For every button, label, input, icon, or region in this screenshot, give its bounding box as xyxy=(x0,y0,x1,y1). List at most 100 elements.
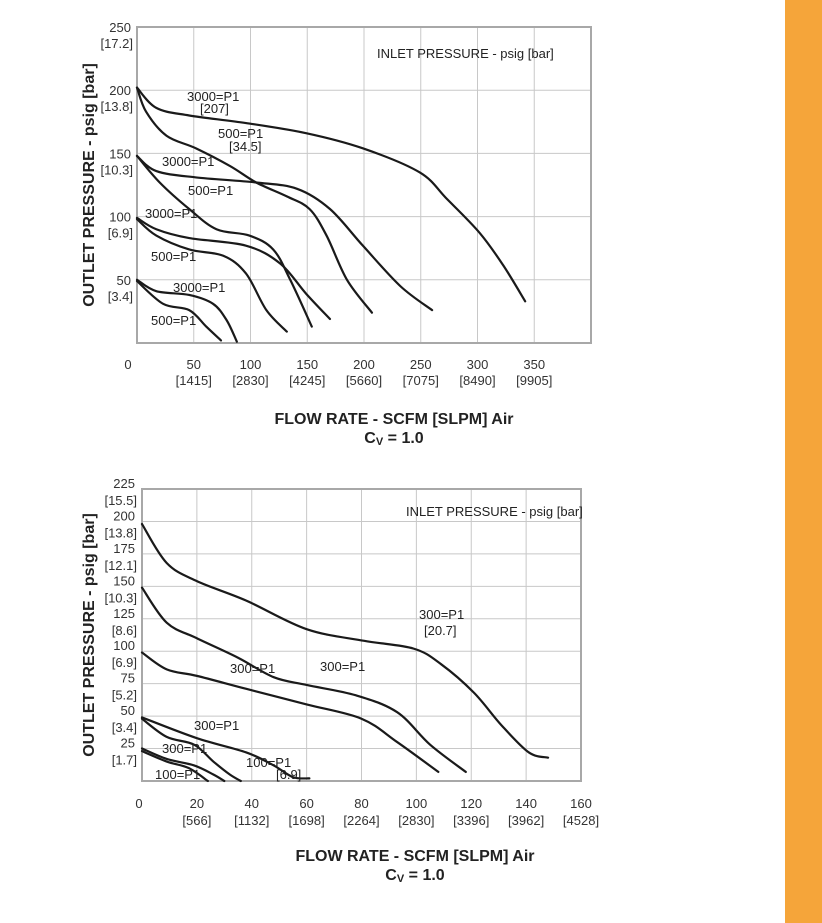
x-tick-sublabel: [3396] xyxy=(453,813,489,828)
y-tick-label: 125 xyxy=(113,606,135,621)
y-tick-label: 200 xyxy=(109,83,131,98)
y-axis-title: OUTLET PRESSURE - psig [bar] xyxy=(81,513,98,757)
y-tick-label: 25 xyxy=(121,736,135,751)
y-tick-sublabel: [3.4] xyxy=(112,720,137,735)
x-tick-label: 50 xyxy=(187,357,201,372)
curve-label: 300=P1 xyxy=(162,741,207,756)
y-tick-label: 150 xyxy=(109,146,131,161)
series-curve xyxy=(140,716,311,780)
y-tick-label: 200 xyxy=(113,508,135,523)
origin-tick-label: 0 xyxy=(124,357,131,372)
y-tick-label: 225 xyxy=(113,476,135,491)
x-tick-sublabel: [566] xyxy=(182,813,211,828)
y-tick-sublabel: [17.2] xyxy=(100,36,133,51)
y-tick-label: 100 xyxy=(109,210,131,225)
y-tick-label: 175 xyxy=(113,541,135,556)
y-tick-label: 100 xyxy=(113,638,135,653)
x-tick-label: 60 xyxy=(299,796,313,811)
y-tick-sublabel: [3.4] xyxy=(108,289,133,304)
y-tick-sublabel: [15.5] xyxy=(104,493,137,508)
series-curve xyxy=(140,750,209,783)
curve-label: 3000=P1 xyxy=(173,280,225,295)
x-tick-sublabel: [2264] xyxy=(343,813,379,828)
chart-top: 50[1415]100[2830]150[4245]200[5660]250[7… xyxy=(81,20,592,448)
y-tick-label: 75 xyxy=(121,671,135,686)
curve-label: 500=P1 xyxy=(188,183,233,198)
x-tick-label: 300 xyxy=(467,357,489,372)
curve-label: 100=P1 xyxy=(155,767,200,782)
charts-canvas: 50[1415]100[2830]150[4245]200[5660]250[7… xyxy=(81,20,599,885)
x-tick-sublabel: [3962] xyxy=(508,813,544,828)
cv-c: C xyxy=(364,430,376,447)
cv-c: C xyxy=(385,867,397,884)
legend-title: INLET PRESSURE - psig [bar] xyxy=(377,46,554,61)
x-tick-label: 350 xyxy=(523,357,545,372)
series-curve xyxy=(140,747,226,783)
x-tick-sublabel: [1132] xyxy=(234,813,269,828)
x-tick-label: 100 xyxy=(406,796,428,811)
curve-label: 300=P1 xyxy=(419,607,464,622)
x-tick-sublabel: [7075] xyxy=(403,373,439,388)
y-tick-label: 50 xyxy=(121,703,135,718)
series-curve xyxy=(135,154,313,328)
y-tick-sublabel: [12.1] xyxy=(104,558,137,573)
series-curve xyxy=(140,586,467,774)
x-tick-sublabel: [4245] xyxy=(289,373,325,388)
y-tick-sublabel: [1.7] xyxy=(112,753,137,768)
x-tick-label: 100 xyxy=(240,357,262,372)
curve-label-bar: [207] xyxy=(200,101,229,116)
y-tick-label: 50 xyxy=(117,273,131,288)
series-curve xyxy=(135,218,288,333)
curve-label: 300=P1 xyxy=(320,659,365,674)
curve-label-bar: [20.7] xyxy=(424,623,457,638)
y-tick-sublabel: [6.9] xyxy=(108,226,133,241)
y-tick-sublabel: [5.2] xyxy=(112,688,137,703)
x-tick-label: 40 xyxy=(245,796,259,811)
x-axis-title: FLOW RATE - SCFM [SLPM] Air xyxy=(274,411,513,428)
series-curve xyxy=(140,717,242,783)
y-tick-sublabel: [6.9] xyxy=(112,655,137,670)
x-tick-sublabel: [1698] xyxy=(289,813,325,828)
y-tick-sublabel: [8.6] xyxy=(112,623,137,638)
x-tick-sublabel: [2830] xyxy=(398,813,434,828)
origin-tick-label: 0 xyxy=(135,796,142,811)
x-tick-label: 80 xyxy=(354,796,368,811)
x-tick-sublabel: [5660] xyxy=(346,373,382,388)
series-curve xyxy=(135,154,434,312)
x-tick-sublabel: [9905] xyxy=(516,373,552,388)
x-tick-sublabel: [4528] xyxy=(563,813,599,828)
series-curve xyxy=(135,279,223,342)
curve-label-bar: [34.5] xyxy=(229,139,262,154)
series-curve xyxy=(135,86,527,303)
curve-label: 500=P1 xyxy=(151,313,196,328)
y-tick-sublabel: [13.8] xyxy=(100,99,133,114)
series-curve xyxy=(140,522,550,759)
curve-label: 300=P1 xyxy=(194,718,239,733)
curve-label: 100=P1 xyxy=(246,755,291,770)
series-curve xyxy=(135,216,332,321)
x-tick-label: 150 xyxy=(296,357,318,372)
cv-value: = 1.0 xyxy=(383,430,424,447)
y-tick-label: 250 xyxy=(109,20,131,35)
legend-title: INLET PRESSURE - psig [bar] xyxy=(406,504,583,519)
x-tick-label: 160 xyxy=(570,796,592,811)
series-curve xyxy=(140,651,440,774)
cv-value: = 1.0 xyxy=(404,867,445,884)
cv-subscript: V xyxy=(397,873,405,885)
cv-subscript: V xyxy=(376,436,384,448)
x-tick-label: 20 xyxy=(190,796,204,811)
curve-label: 3000=P1 xyxy=(187,89,239,104)
plot-frame xyxy=(136,26,592,344)
orange-side-bar xyxy=(785,0,822,923)
x-axis-title: FLOW RATE - SCFM [SLPM] Air xyxy=(295,848,534,865)
cv-label: CV = 1.0 xyxy=(364,430,423,448)
y-tick-label: 150 xyxy=(113,573,135,588)
x-tick-sublabel: [1415] xyxy=(176,373,212,388)
x-tick-label: 250 xyxy=(410,357,432,372)
x-tick-sublabel: [8490] xyxy=(459,373,495,388)
curve-label: 3000=P1 xyxy=(145,206,197,221)
x-tick-label: 200 xyxy=(353,357,375,372)
cv-label: CV = 1.0 xyxy=(385,867,444,885)
series-curve xyxy=(135,278,238,343)
y-axis-title: OUTLET PRESSURE - psig [bar] xyxy=(81,63,98,307)
